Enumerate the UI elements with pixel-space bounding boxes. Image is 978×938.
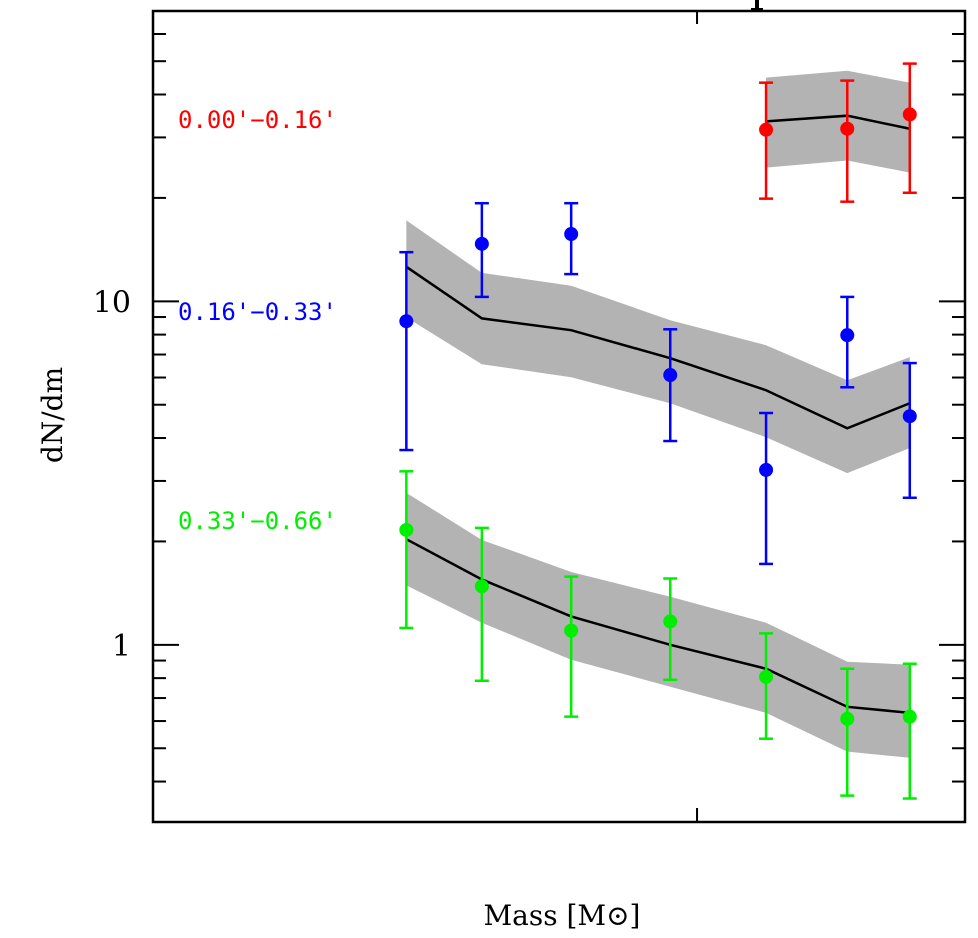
data-point	[474, 236, 489, 251]
x-axis-label: Mass [M⊙]	[484, 899, 641, 932]
title-fragment-serif	[751, 8, 763, 11]
model-band-1	[406, 220, 910, 474]
model-band-0	[766, 70, 910, 173]
data-point	[902, 107, 917, 122]
data-point	[759, 462, 774, 477]
data-point	[902, 709, 917, 724]
axis-ticks	[153, 11, 965, 822]
title-fragment	[755, 0, 759, 11]
plot-frame	[151, 9, 967, 824]
data-point	[474, 579, 489, 594]
y-tick-label: 1	[112, 629, 131, 664]
data-point	[564, 623, 579, 638]
data-point	[759, 122, 774, 137]
tick-labels: 1 10	[93, 285, 131, 664]
data-point	[663, 368, 678, 383]
data-point	[564, 227, 579, 242]
data-point	[663, 614, 678, 629]
data-point	[902, 409, 917, 424]
series-label-0: 0.00'−0.16'	[178, 106, 337, 134]
data-point	[399, 522, 414, 537]
model-bands	[406, 70, 910, 758]
y-axis-label: dN/dm	[36, 367, 69, 463]
series-label-1: 0.16'−0.33'	[178, 298, 337, 326]
data-point	[759, 669, 774, 684]
series-label-2: 0.33'−0.66'	[178, 507, 337, 535]
error-bars	[399, 62, 917, 800]
y-tick-label: 10	[93, 285, 131, 320]
data-point	[840, 121, 855, 136]
model-band-2	[406, 492, 910, 758]
plot-border	[151, 9, 967, 824]
series-labels: 0.00'−0.16' 0.16'−0.33' 0.33'−0.66'	[178, 106, 337, 535]
data-points	[399, 107, 917, 726]
data-point	[399, 314, 414, 329]
data-point	[840, 328, 855, 343]
data-point	[840, 711, 855, 726]
